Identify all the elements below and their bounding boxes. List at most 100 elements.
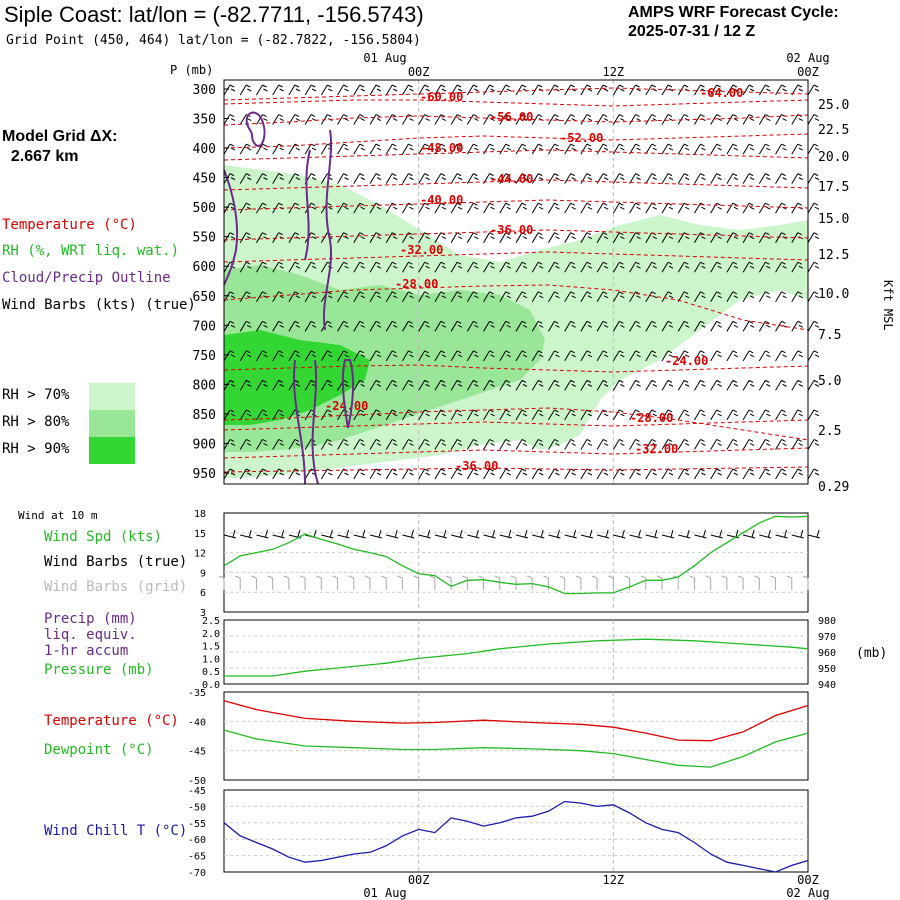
wind-barb [564,232,576,243]
temp-panel-tick-label: -40 [188,717,206,728]
wind-barb [353,291,366,303]
wind-barb [288,173,301,184]
wind-barb [580,232,593,243]
wind-barb-true [710,529,723,539]
wind-barb [418,350,430,362]
grid-label-line1: Model Grid ΔX: [2,128,118,145]
wind-barb [483,114,495,125]
wind-barb [726,84,739,96]
temp-contour-label: -24.00 [325,399,368,413]
wind-barb [580,439,593,450]
wind-barb [515,439,528,450]
wind-barb-true [613,529,626,539]
wind-barb-grid [251,575,257,590]
temperature-line [223,700,809,742]
wind-barb [418,143,430,155]
wind-barb-true [645,529,658,539]
temp-contour-label: -48.00 [420,141,463,155]
wind-barb [612,143,625,155]
wind-barb [531,379,544,391]
wind-barb [256,409,268,421]
wind-barb [742,173,755,184]
wind-barb [288,320,301,332]
wind-barb [272,350,284,362]
wind-barb-grid [316,575,322,590]
wind-barb [418,291,430,303]
wind-barb [694,320,706,332]
wind-barb-true [661,529,675,539]
wind-barb [564,173,576,184]
wind-barb [337,261,349,273]
wind-barb [402,84,414,96]
wind-barb [710,173,722,184]
wind-barb [629,320,641,332]
pressure-tick-label: 700 [193,319,216,334]
wind-barb [742,261,755,273]
wind-barb [239,409,252,421]
wind-barb [223,409,236,421]
wind-barb [580,114,593,125]
wind-barb [629,261,641,273]
wind-barb [710,143,722,155]
wind-barb [758,232,771,243]
windchill-panel-tick-label: -50 [188,802,206,813]
wind-panel-tick-label: 15 [194,529,206,540]
wind-barb [418,261,430,273]
wind-barb [272,379,284,391]
wind-barb [791,409,804,421]
wind-barb [483,202,495,214]
barbs-true-label: Wind Barbs (true) [44,554,188,570]
wind-barb [807,114,820,125]
top-hour-label: 00Z [797,65,819,79]
temp-contour-label: -32.00 [400,243,443,257]
wind-barb [548,350,560,362]
wind-barb [548,439,560,450]
wind-barb [531,350,544,362]
wind-barb [288,261,301,273]
wind-barb [466,379,479,391]
wind-barb [645,173,658,184]
wind-barb [548,320,560,332]
wind-barb [256,379,268,391]
wind-barb [694,202,706,214]
wind-barb [466,409,479,421]
pressure-axis-title: P (mb) [170,63,213,77]
temp-contour-5 [223,179,809,191]
wind-barb-true [596,529,610,539]
wind-barb [694,291,706,303]
wind-barb [775,202,787,214]
wind-barb-true [434,529,448,539]
wind-barb [742,202,755,214]
wind-panel-tick-label: 18 [194,509,206,520]
windchill-panel-tick-label: -55 [188,819,206,830]
wind-barb [791,379,804,391]
wind-barb [483,84,495,96]
wind-barb [402,439,414,450]
wind-barb [256,84,268,96]
wind-barb [499,439,512,450]
wind-barb [775,291,787,303]
wind-barb [450,379,463,391]
wind-barb [239,468,252,480]
top-date-label: 01 Aug [363,51,406,65]
wind-barb-true [742,529,756,539]
wind-barb [596,114,609,125]
wind-barb [483,320,495,332]
height-tick-label: 17.5 [818,180,849,195]
wind-barb-grid [705,575,712,590]
wind-barb [710,379,722,391]
wind-barb [694,439,706,450]
precip-tick-label: 2.5 [202,616,220,627]
wind-barb-true [775,529,788,539]
wind-barb [661,143,674,155]
wind-barb [612,350,625,362]
wind-barb [580,320,593,332]
wind-barb [548,291,560,303]
wind-panel-tick-label: 6 [200,588,206,599]
bottom-hour-label: 00Z [797,873,819,887]
wind-barb [418,379,430,391]
bottom-date-label: 01 Aug [363,886,406,900]
wind-barb [694,261,706,273]
wind-barb-true [532,529,545,539]
wind-barb-true [694,529,707,539]
